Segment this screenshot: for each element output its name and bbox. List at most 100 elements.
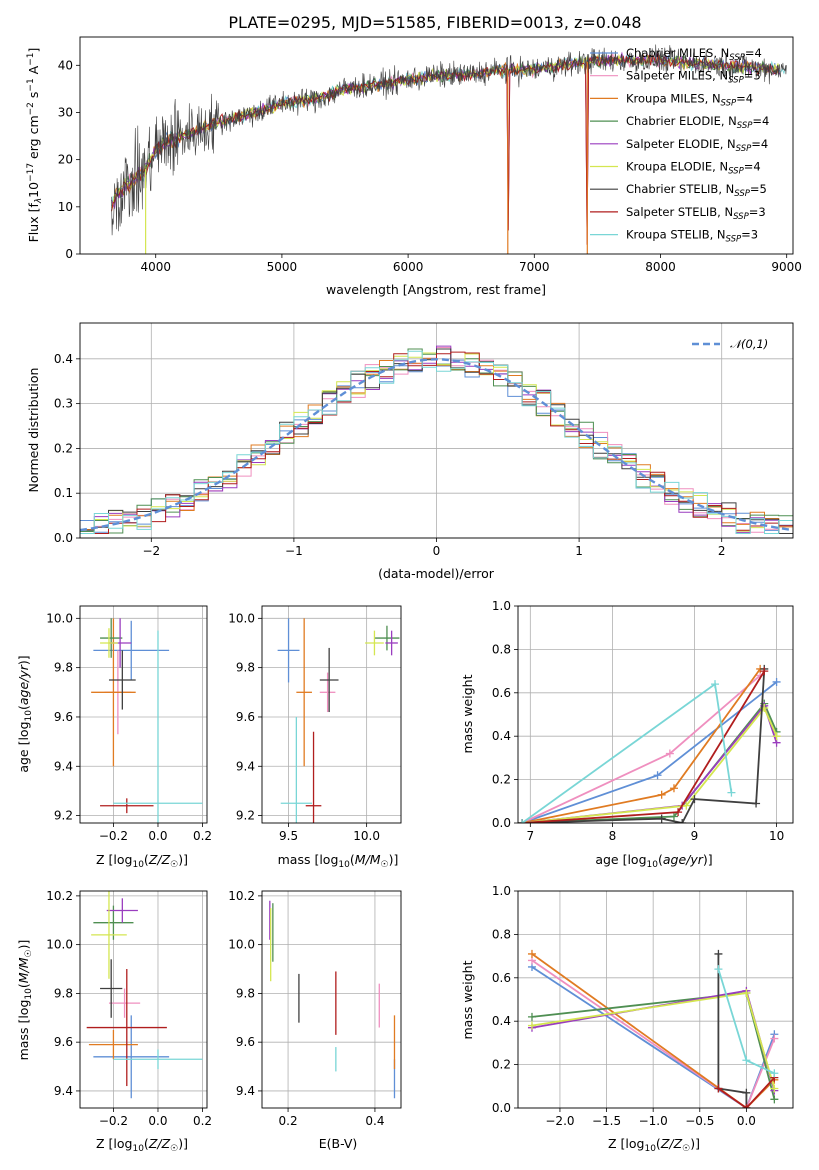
y-tick-label: 0.0 — [492, 816, 511, 830]
mass-weight-marker — [674, 808, 683, 817]
x-axis-label: Z [log10(Z/Z☉)] — [608, 1136, 700, 1154]
x-tick-label: 7000 — [519, 260, 550, 274]
chart-age_vs_mass: 9.5 10.0 9.2 9.4 9.6 9.8 10.0 mass [log10(M/M☉)… — [228, 605, 402, 870]
errorbar-point — [305, 731, 322, 823]
mass-weight-series — [522, 668, 766, 823]
errorbar-point — [319, 672, 336, 713]
axes-frame — [79, 36, 794, 255]
y-tick-label: 0.3 — [54, 397, 73, 411]
y-tick-label: 1.0 — [492, 599, 511, 613]
y-tick-label: 0.4 — [54, 352, 73, 366]
mass-weight-marker — [714, 949, 723, 958]
x-tick-label: 6000 — [393, 260, 424, 274]
y-tick-label: 10 — [58, 200, 73, 214]
normal-reference-curve — [80, 358, 793, 532]
y-tick-label: 9.2 — [236, 809, 255, 823]
mass-weight-marker — [665, 749, 674, 758]
y-tick-label: 0.2 — [54, 441, 73, 455]
y-tick-label: 9.4 — [236, 1084, 255, 1098]
x-axis-label: (data-model)/error — [378, 566, 495, 581]
y-tick-label: 0.8 — [492, 642, 511, 656]
mass-weight-marker — [669, 784, 678, 793]
mass-weight-marker — [772, 677, 781, 686]
errorbar-point — [86, 969, 167, 1087]
errorbar-point — [91, 618, 136, 767]
errorbar-point — [108, 650, 136, 710]
mass-weight-marker — [682, 801, 691, 810]
y-tick-label: 20 — [58, 153, 73, 167]
y-tick-label: 0 — [65, 247, 73, 261]
chart-mass_vs_Z: −0.2 0.0 0.2 9.4 9.6 9.8 10.0 10.2 Z [log10(Z/Z☉… — [16, 889, 212, 1154]
plot-area — [277, 618, 400, 823]
errorbar-point — [277, 618, 300, 683]
x-tick-label: −1.0 — [639, 1114, 668, 1128]
x-tick-label: 8 — [609, 829, 617, 843]
chart-mass_vs_EBV: 0.2 0.4 9.4 9.6 9.8 10.0 10.2 E(B-V) — [228, 889, 402, 1151]
y-tick-label: 0.6 — [492, 971, 511, 985]
x-tick-label: 2 — [718, 544, 726, 558]
errorbar-point — [93, 1015, 170, 1099]
y-axis-label: mass weight — [460, 674, 475, 753]
x-tick-label: 7 — [526, 829, 534, 843]
plot-area — [269, 900, 396, 1099]
x-tick-label: 0.0 — [148, 829, 167, 843]
y-axis-label: mass [log10(M/M☉)] — [16, 940, 34, 1061]
errorbar-point — [100, 798, 154, 814]
errorbar-point — [280, 716, 312, 823]
axes-frame — [261, 890, 402, 1109]
mass-weight-marker — [770, 1034, 779, 1043]
legend-entry: Chabrier STELIB, NSSP=5 — [626, 182, 767, 199]
errorbar-point — [93, 620, 170, 680]
mass-weight-marker — [690, 795, 699, 804]
mass-weight-marker — [527, 1021, 536, 1030]
errorbar-point — [374, 625, 400, 651]
legend-entry: Kroupa STELIB, NSSP=3 — [626, 228, 758, 245]
x-axis-label: mass [log10(M/M☉)] — [278, 852, 399, 870]
mass-weight-marker — [760, 667, 769, 676]
x-axis-label: Z [log10(Z/Z☉)] — [96, 1136, 188, 1154]
mass-weight-marker — [727, 788, 736, 797]
y-tick-label: 9.4 — [236, 759, 255, 773]
y-tick-label: 10.0 — [46, 611, 73, 625]
mass-weight-marker — [653, 771, 662, 780]
axes-frame — [517, 890, 794, 1109]
axes-frame — [79, 890, 208, 1109]
legend-entry: Salpeter ELODIE, NSSP=4 — [626, 137, 768, 154]
mass-weight-marker — [752, 799, 761, 808]
spectrum-series — [111, 44, 787, 236]
histogram-series — [80, 350, 793, 538]
mass-weight-marker — [770, 1095, 779, 1104]
x-tick-label: 0.2 — [193, 829, 212, 843]
plot-area — [80, 345, 793, 538]
legend-entry: 𝒩(0,1) — [730, 337, 768, 351]
errorbar-point — [93, 905, 134, 940]
x-tick-label: 0.2 — [279, 1114, 298, 1128]
mass-weight-marker — [772, 732, 781, 741]
mass-weight-marker — [770, 1069, 779, 1078]
y-tick-label: 9.6 — [54, 1035, 73, 1049]
mass-weight-marker — [527, 1012, 536, 1021]
y-axis-label: Normed distribution — [26, 368, 41, 493]
y-tick-label: 10.0 — [46, 938, 73, 952]
errorbar-point — [106, 898, 138, 923]
y-tick-label: 0.1 — [54, 486, 73, 500]
x-tick-label: 5000 — [267, 260, 298, 274]
y-tick-label: 9.4 — [54, 759, 73, 773]
x-tick-label: 0.0 — [737, 1114, 756, 1128]
legend-entry: Salpeter MILES, NSSP=3 — [626, 69, 761, 86]
axes-frame — [79, 322, 794, 539]
y-tick-label: 10.0 — [228, 611, 255, 625]
mass-weight-marker — [742, 1056, 751, 1065]
y-tick-label: 9.6 — [54, 710, 73, 724]
chart-residuals: −2 −1 0 1 2 0.0 0.1 0.2 0.3 0.4 (data-model)/error… — [26, 322, 794, 581]
errorbar-point — [385, 630, 398, 656]
errorbar-point — [100, 628, 118, 658]
x-tick-label: 0.0 — [148, 1114, 167, 1128]
figure-title: PLATE=0295, MJD=51585, FIBERID=0013, z=0… — [228, 13, 641, 32]
x-tick-label: 1 — [575, 544, 583, 558]
y-tick-label: 0.0 — [54, 531, 73, 545]
y-tick-label: 0.0 — [492, 1101, 511, 1115]
y-tick-label: 9.4 — [54, 1084, 73, 1098]
axes-frame — [517, 605, 794, 824]
